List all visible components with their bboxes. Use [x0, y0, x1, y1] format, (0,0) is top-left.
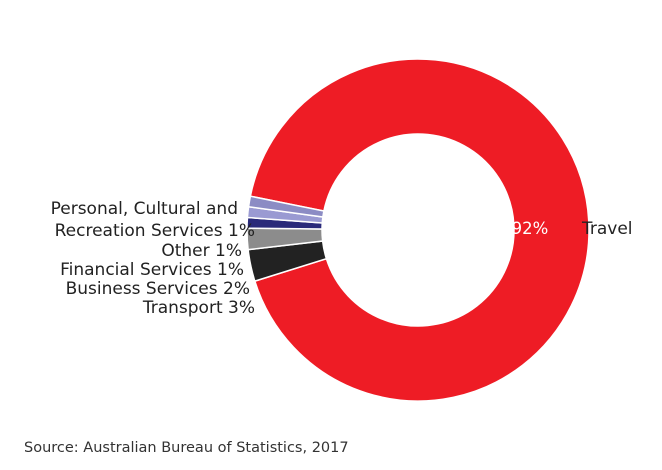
- travel-label: Travel: [581, 219, 633, 239]
- financial-services-label: Financial Services 1%: [60, 260, 244, 280]
- transport-label: Transport 3%: [142, 298, 255, 318]
- travel-percent-label: 92%: [512, 219, 549, 238]
- business-services-label: Business Services 2%: [66, 279, 250, 299]
- personal-label-line-1: Personal, Cultural and: [51, 199, 238, 219]
- other-label: Other 1%: [161, 241, 242, 261]
- personal-label-line-2: Recreation Services 1%: [55, 221, 255, 241]
- slice-travel: [249, 58, 590, 402]
- donut-chart: 92% Travel Personal, Cultural andRecreatio…: [51, 58, 633, 402]
- source-note: Source: Australian Bureau of Statistics,…: [24, 440, 349, 456]
- slice-personal-cultural-recreation: [247, 195, 325, 218]
